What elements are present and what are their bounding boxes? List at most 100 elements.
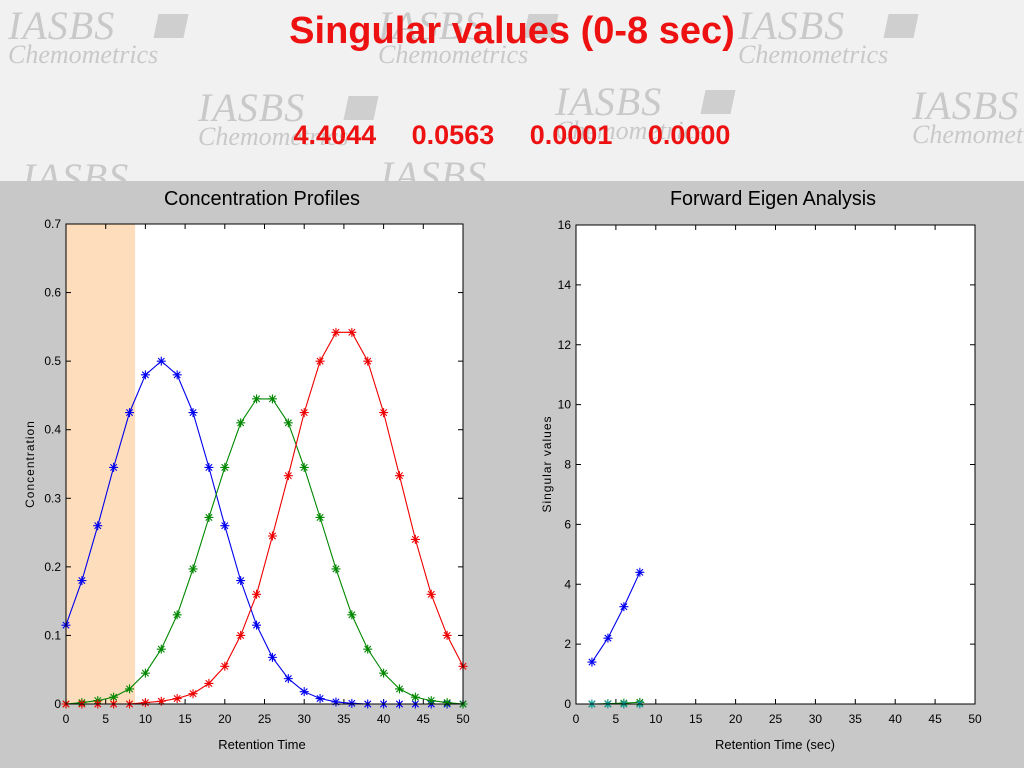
data-point (236, 576, 246, 586)
data-point (315, 694, 325, 704)
data-point (220, 521, 230, 531)
x-axis-label: Retention Time (218, 737, 305, 752)
data-point (125, 408, 135, 418)
data-point (220, 462, 230, 472)
y-axis-label: Singular values (540, 415, 554, 512)
data-point (331, 564, 341, 574)
x-tick-label: 0 (63, 712, 70, 726)
data-point (603, 633, 613, 643)
x-tick-label: 35 (337, 712, 351, 726)
data-point (283, 471, 293, 481)
y-tick-label: 2 (564, 637, 571, 651)
data-point (347, 327, 357, 337)
data-point (140, 668, 150, 678)
series-line (591, 572, 641, 663)
x-tick-label: 20 (729, 712, 743, 726)
y-tick-label: 0.7 (44, 217, 61, 231)
data-point (252, 394, 262, 404)
data-point (267, 531, 277, 541)
x-tick-label: 5 (102, 712, 109, 726)
data-point (188, 689, 198, 699)
y-axis-label: Concentration (23, 420, 37, 508)
slide-title: Singular values (0-8 sec) (289, 10, 735, 52)
data-point (125, 684, 135, 694)
singular-value-3: 0.0001 (529, 120, 613, 150)
data-point (299, 462, 309, 472)
series-1 (587, 567, 645, 667)
y-tick-label: 0.3 (44, 491, 61, 505)
data-point (204, 512, 214, 522)
data-point (394, 471, 404, 481)
data-point (156, 644, 166, 654)
data-point (299, 408, 309, 418)
data-point (442, 630, 452, 640)
data-point (426, 589, 436, 599)
data-point (109, 462, 119, 472)
singular-value-4: 0.0000 (647, 120, 731, 150)
x-tick-label: 20 (218, 712, 232, 726)
plot-frame (575, 224, 976, 705)
data-point (347, 610, 357, 620)
data-point (252, 589, 262, 599)
data-point (331, 327, 341, 337)
x-axis-label: Retention Time (sec) (715, 737, 835, 752)
data-point (283, 674, 293, 684)
data-point (635, 567, 645, 577)
chart-title: Forward Eigen Analysis (670, 188, 876, 210)
data-point (172, 370, 182, 380)
data-point (347, 698, 357, 708)
x-tick-label: 40 (889, 712, 903, 726)
data-point (315, 356, 325, 366)
chart-2: 0 5 10 15 20 25 30 35 40 45 50 0 2 4 6 8 10 12 14 16 Forward… (540, 188, 982, 752)
x-tick-label: 45 (928, 712, 942, 726)
data-point (587, 657, 597, 667)
data-point (252, 620, 262, 630)
singular-value-2: 0.0563 (411, 120, 495, 150)
data-point (442, 698, 452, 708)
x-tick-label: 25 (258, 712, 272, 726)
data-point (140, 370, 150, 380)
data-point (77, 576, 87, 586)
data-point (156, 696, 166, 706)
x-tick-label: 15 (689, 712, 703, 726)
data-point (204, 462, 214, 472)
x-tick-label: 45 (417, 712, 431, 726)
data-point (315, 512, 325, 522)
plot-area (576, 225, 975, 704)
data-point (299, 687, 309, 697)
data-point (109, 692, 119, 702)
y-tick-label: 16 (558, 218, 572, 232)
data-point (363, 644, 373, 654)
y-tick-label: 4 (564, 577, 571, 591)
data-point (188, 564, 198, 574)
data-point (188, 408, 198, 418)
singular-values-readout: 4.4044 0.0563 0.0001 0.0000 (0, 120, 1024, 151)
watermark-logo: IASBS (22, 155, 130, 182)
data-point (236, 418, 246, 428)
data-point (236, 630, 246, 640)
x-tick-label: 10 (649, 712, 663, 726)
x-tick-label: 40 (377, 712, 391, 726)
x-tick-label: 50 (456, 712, 470, 726)
data-point (156, 356, 166, 366)
x-tick-label: 30 (809, 712, 823, 726)
y-tick-label: 0.2 (44, 560, 61, 574)
watermark-logo: IASBS (380, 153, 488, 182)
data-point (93, 521, 103, 531)
x-tick-label: 10 (139, 712, 153, 726)
data-point (204, 678, 214, 688)
y-tick-label: 0.1 (44, 628, 61, 642)
x-tick-label: 50 (968, 712, 982, 726)
y-tick-label: 12 (558, 338, 572, 352)
chart-1: 0 5 10 15 20 25 30 35 40 45 50 0 0.1 0.2 0.3 0.4 0.5 0.6 0… (23, 188, 470, 752)
y-tick-label: 8 (564, 458, 571, 472)
data-point (172, 610, 182, 620)
y-tick-label: 0 (564, 697, 571, 711)
data-point (331, 697, 341, 707)
y-tick-label: 14 (558, 278, 572, 292)
